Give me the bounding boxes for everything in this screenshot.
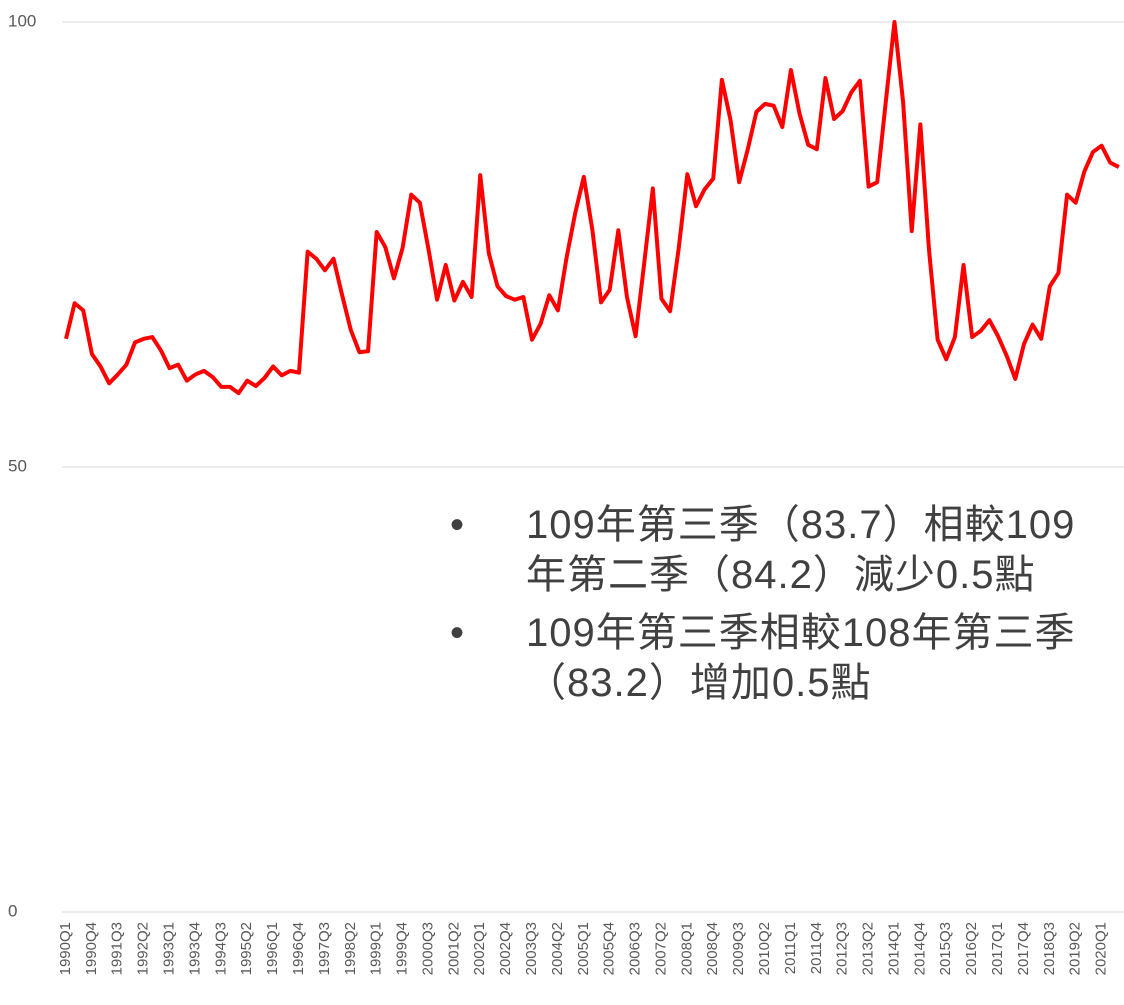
x-tick-label: 1993Q4 xyxy=(186,922,203,975)
x-tick-label: 1999Q4 xyxy=(394,922,411,975)
x-tick-label: 2002Q1 xyxy=(471,922,488,975)
data-line xyxy=(64,20,1120,396)
x-tick-label: 1994Q3 xyxy=(212,922,229,975)
x-tick-label: 2014Q1 xyxy=(885,922,902,975)
y-tick-label: 50 xyxy=(8,456,27,475)
x-tick-label: 2018Q3 xyxy=(1041,922,1058,975)
x-tick-label: 2017Q4 xyxy=(1015,922,1032,975)
y-tick-label: 100 xyxy=(8,11,36,30)
x-tick-label: 2011Q4 xyxy=(808,922,825,974)
x-tick-label: 2017Q1 xyxy=(989,922,1006,975)
x-tick-label: 2002Q4 xyxy=(497,922,514,975)
x-tick-label: 1990Q4 xyxy=(83,922,100,975)
x-tick-label: 1998Q2 xyxy=(342,922,359,975)
x-tick-label: 2000Q3 xyxy=(419,922,436,975)
x-tick-label: 1999Q1 xyxy=(368,922,385,975)
x-tick-label: 2014Q4 xyxy=(911,922,928,975)
x-tick-label: 2013Q2 xyxy=(860,922,877,975)
x-tick-label: 2005Q4 xyxy=(601,922,618,975)
x-tick-label: 2019Q2 xyxy=(1067,922,1084,975)
x-tick-label: 1996Q1 xyxy=(264,922,281,975)
x-tick-label: 2004Q2 xyxy=(549,922,566,975)
x-tick-label: 1991Q3 xyxy=(109,922,126,975)
x-tick-label: 2011Q1 xyxy=(782,922,799,974)
x-tick-label: 2009Q3 xyxy=(730,922,747,975)
x-tick-label: 2007Q2 xyxy=(652,922,669,975)
x-tick-label: 2010Q2 xyxy=(756,922,773,975)
annotation-list: 109年第三季（83.7）相較109年第二季（84.2）減少0.5點 109年第… xyxy=(450,500,1105,716)
x-tick-label: 2001Q2 xyxy=(445,922,462,975)
annotation: 109年第三季相較108年第三季（83.2）增加0.5點 xyxy=(450,608,1105,708)
x-tick-label: 2008Q1 xyxy=(678,922,695,975)
x-tick-label: 2015Q3 xyxy=(937,922,954,975)
x-tick-label: 2005Q1 xyxy=(575,922,592,975)
x-tick-label: 1990Q1 xyxy=(57,922,74,975)
x-tick-label: 2012Q3 xyxy=(834,922,851,975)
x-tick-label: 1997Q3 xyxy=(316,922,333,975)
x-tick-label: 2008Q4 xyxy=(704,922,721,975)
x-tick-label: 2003Q3 xyxy=(523,922,540,975)
x-tick-label: 1993Q1 xyxy=(161,922,178,975)
x-tick-label: 2016Q2 xyxy=(963,922,980,975)
x-tick-label: 1996Q4 xyxy=(290,922,307,975)
annotation: 109年第三季（83.7）相較109年第二季（84.2）減少0.5點 xyxy=(450,500,1105,600)
x-tick-label: 1992Q2 xyxy=(135,922,152,975)
x-tick-label: 1995Q2 xyxy=(238,922,255,975)
y-tick-label: 0 xyxy=(8,901,17,920)
x-tick-label: 2006Q3 xyxy=(627,922,644,975)
x-tick-label: 2020Q1 xyxy=(1093,922,1110,975)
